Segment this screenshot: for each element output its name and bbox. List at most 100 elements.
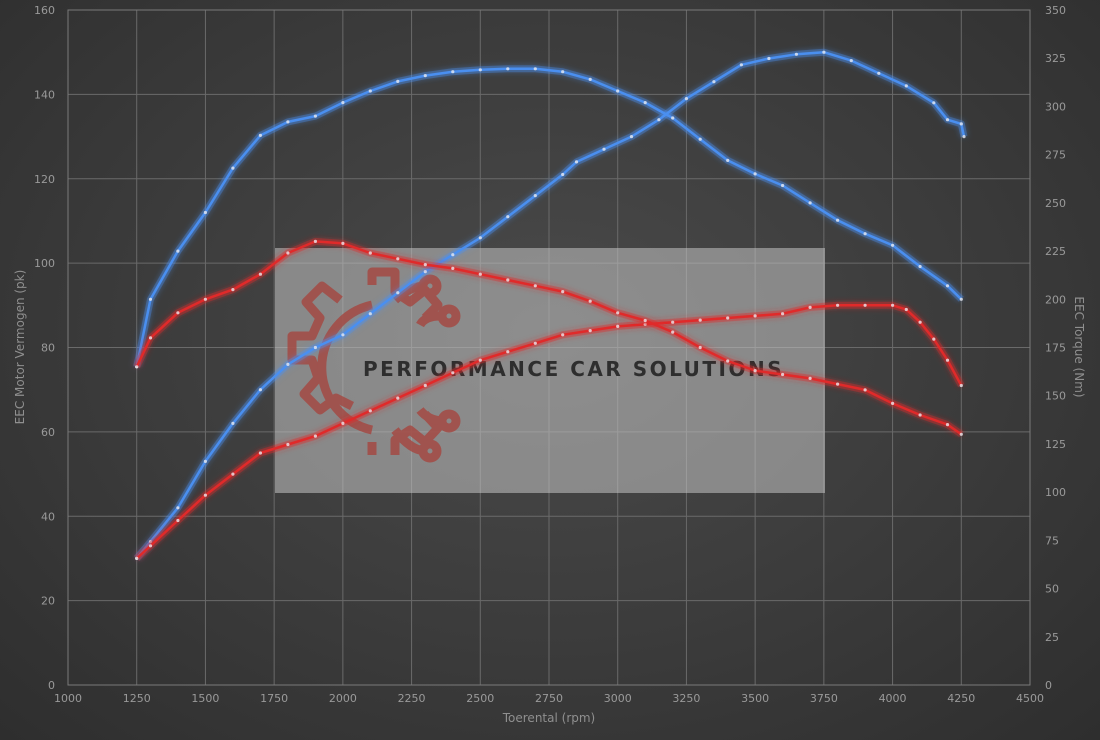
x-tick-label: 1500 — [191, 692, 219, 705]
data-point — [671, 116, 675, 120]
data-point — [643, 318, 647, 323]
data-point — [561, 290, 565, 294]
data-point — [781, 312, 785, 316]
data-point — [712, 80, 716, 84]
data-point — [945, 423, 950, 427]
data-point — [478, 236, 482, 240]
data-point — [781, 372, 785, 377]
data-point — [561, 70, 565, 74]
data-point — [231, 166, 235, 170]
data-point — [918, 413, 922, 417]
data-point — [753, 172, 757, 176]
data-point — [368, 312, 372, 316]
data-point — [533, 284, 537, 288]
y-right-tick-label: 175 — [1045, 342, 1066, 355]
x-axis-title: Toerental (rpm) — [502, 711, 595, 725]
data-point — [962, 135, 966, 139]
x-tick-label: 4250 — [947, 692, 975, 705]
series-layer — [133, 48, 968, 561]
data-point — [341, 241, 345, 245]
y-right-tick-label: 350 — [1045, 4, 1066, 17]
data-point — [753, 369, 757, 373]
y-left-tick-label: 140 — [34, 88, 55, 101]
data-point — [506, 67, 510, 71]
y-left-tick-label: 40 — [41, 510, 55, 523]
data-point — [203, 493, 207, 497]
data-point — [148, 544, 153, 548]
x-tick-label: 1250 — [123, 692, 151, 705]
data-point — [698, 137, 702, 141]
data-point — [863, 232, 867, 236]
data-point — [176, 506, 180, 510]
data-point — [808, 305, 812, 309]
data-point — [891, 243, 895, 247]
x-tick-label: 1750 — [260, 692, 288, 705]
data-point — [726, 158, 730, 162]
data-point — [313, 434, 317, 438]
data-point — [203, 459, 207, 463]
y-right-tick-label: 275 — [1045, 149, 1066, 162]
y-right-tick-label: 200 — [1045, 293, 1066, 306]
y-right-tick-label: 300 — [1045, 100, 1066, 113]
x-tick-label: 2750 — [535, 692, 563, 705]
data-point — [135, 556, 139, 561]
data-point — [739, 63, 744, 67]
data-point — [423, 383, 427, 388]
watermark-text: PERFORMANCE CAR SOLUTIONS — [363, 357, 784, 381]
data-point — [176, 311, 180, 315]
data-point — [808, 201, 812, 205]
data-point — [918, 264, 922, 269]
data-point — [932, 101, 936, 105]
x-tick-label: 4500 — [1016, 692, 1044, 705]
data-point — [945, 358, 950, 362]
data-point — [231, 472, 235, 476]
data-point — [726, 316, 730, 320]
data-point — [135, 365, 139, 369]
data-point — [313, 239, 317, 243]
data-point — [959, 383, 963, 388]
data-point — [506, 215, 510, 219]
data-point — [341, 101, 345, 105]
y-right-tick-label: 75 — [1045, 534, 1059, 547]
data-point — [258, 133, 262, 137]
data-point — [904, 307, 908, 312]
plot-frame — [67, 9, 1031, 686]
data-point — [671, 320, 675, 324]
data-point — [616, 311, 620, 315]
series-line — [135, 240, 963, 436]
data-point — [945, 284, 950, 288]
data-point — [451, 253, 455, 257]
data-point — [368, 409, 372, 413]
y-left-tick-label: 80 — [41, 342, 55, 355]
y-right-tick-label: 25 — [1045, 631, 1059, 644]
data-point — [396, 291, 400, 295]
data-point — [396, 396, 400, 400]
data-point — [918, 320, 922, 324]
series-2 — [133, 65, 964, 369]
data-point — [945, 118, 950, 122]
data-point — [396, 257, 400, 261]
data-point — [231, 288, 235, 292]
x-tick-label: 2500 — [466, 692, 494, 705]
data-point — [533, 67, 537, 71]
data-point — [726, 359, 730, 363]
x-tick-label: 3250 — [672, 692, 700, 705]
data-point — [286, 362, 290, 366]
data-point — [959, 297, 963, 301]
data-point — [258, 451, 262, 455]
data-point — [368, 89, 372, 93]
y-right-tick-label: 250 — [1045, 197, 1066, 210]
data-point — [561, 333, 565, 337]
series-1 — [133, 48, 968, 561]
data-point — [368, 251, 372, 255]
data-point — [148, 336, 153, 340]
y-right-tick-label: 325 — [1045, 52, 1066, 65]
y-right-tick-label: 150 — [1045, 390, 1066, 403]
x-tick-label: 3000 — [604, 692, 632, 705]
data-point — [904, 84, 908, 88]
series-line — [135, 67, 963, 368]
data-point — [863, 388, 867, 392]
watermark: PERFORMANCE CAR SOLUTIONS — [275, 248, 825, 493]
data-point — [396, 79, 400, 83]
